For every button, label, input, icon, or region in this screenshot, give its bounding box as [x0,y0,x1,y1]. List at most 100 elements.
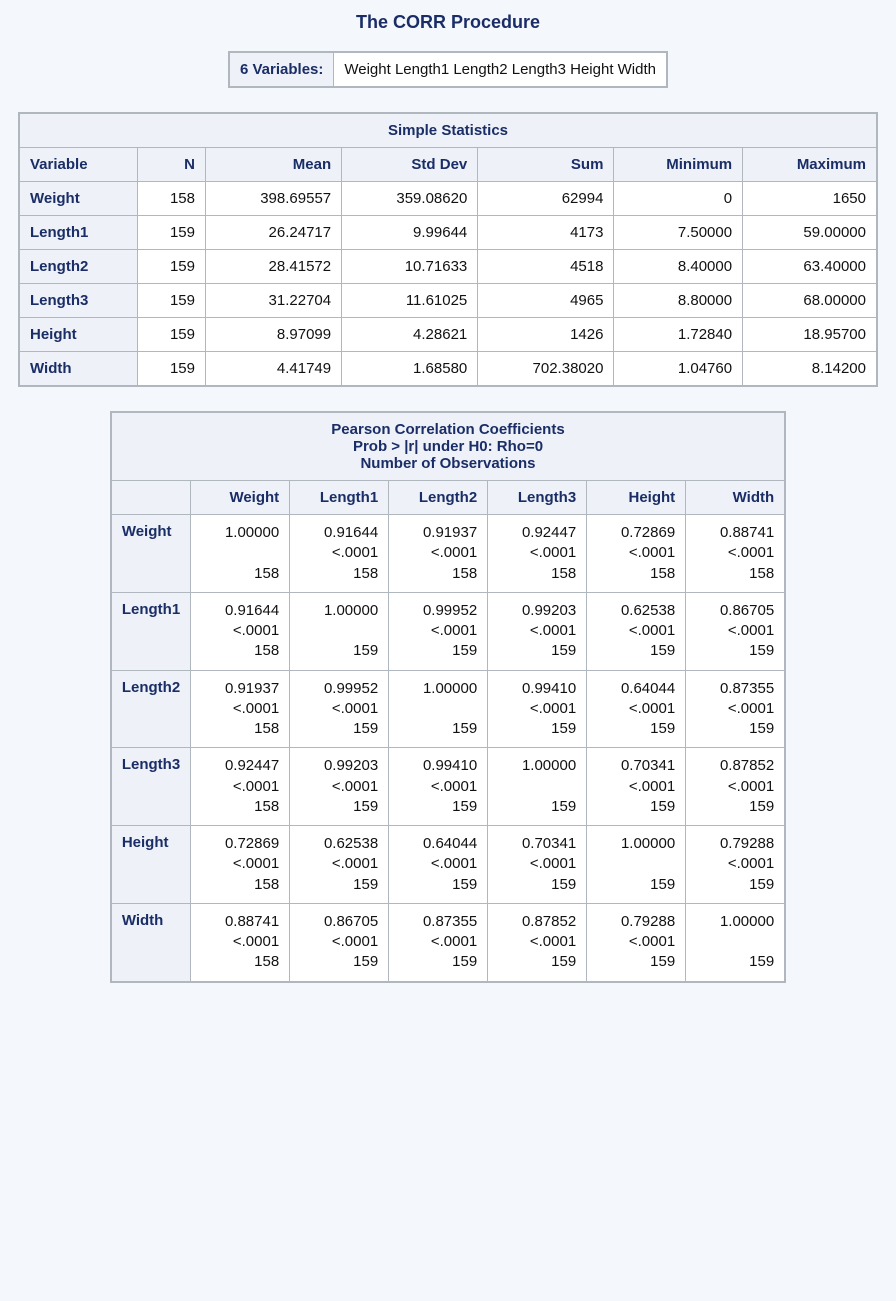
stat-value: 8.97099 [205,318,341,352]
stat-value: 4.41749 [205,352,341,387]
correlation-cell: 0.87355<.0001159 [686,670,786,748]
table-row: Weight158398.69557359.086206299401650 [19,182,877,216]
stat-value: 68.00000 [743,284,877,318]
corr-r: 1.00000 [201,523,279,543]
correlation-cell: 0.99203<.0001159 [488,592,587,670]
corr-p: <.0001 [696,621,774,641]
correlation-cell: 1.00000 159 [686,903,786,981]
procedure-title: The CORR Procedure [18,12,878,33]
corr-n: 159 [597,641,675,661]
corr-n: 159 [399,952,477,972]
stat-value: 159 [137,284,205,318]
corr-p: <.0001 [696,699,774,719]
corr-r: 0.62538 [300,834,378,854]
stat-value: 159 [137,216,205,250]
corr-n: 159 [696,952,774,972]
corr-r: 0.91937 [399,523,477,543]
stat-value: 1.04760 [614,352,743,387]
simple-statistics-col-header: Std Dev [342,148,478,182]
stat-value: 359.08620 [342,182,478,216]
stat-value: 18.95700 [743,318,877,352]
corr-n: 159 [300,875,378,895]
stat-value: 62994 [478,182,614,216]
correlation-cell: 0.62538<.0001159 [587,592,686,670]
corr-r: 0.64044 [597,679,675,699]
corr-n: 159 [696,641,774,661]
corr-n: 158 [597,564,675,584]
correlation-cell: 1.00000 158 [191,515,290,593]
correlation-cell: 0.88741<.0001158 [191,903,290,981]
stat-value: 8.40000 [614,250,743,284]
corr-p: <.0001 [597,621,675,641]
corr-r: 0.99410 [498,679,576,699]
row-variable-label: Length1 [19,216,137,250]
corr-r: 0.99952 [399,601,477,621]
corr-r: 0.91644 [300,523,378,543]
corr-p: <.0001 [696,777,774,797]
correlation-cell: 0.92447<.0001158 [191,748,290,826]
stat-value: 1426 [478,318,614,352]
correlation-row-label: Height [111,826,191,904]
correlation-caption: Pearson Correlation CoefficientsProb > |… [111,412,785,481]
corr-n: 158 [399,564,477,584]
corr-r: 0.70341 [498,834,576,854]
correlation-cell: 0.70341<.0001159 [488,826,587,904]
corr-r: 0.79288 [696,834,774,854]
stat-value: 159 [137,352,205,387]
table-row: Height0.72869<.00011580.62538<.00011590.… [111,826,785,904]
corr-n: 159 [696,875,774,895]
simple-statistics-table: Simple Statistics VariableNMeanStd DevSu… [18,112,878,387]
corr-n: 159 [498,875,576,895]
correlation-cell: 0.86705<.0001159 [290,903,389,981]
stat-value: 159 [137,318,205,352]
simple-statistics-col-header: Variable [19,148,137,182]
stat-value: 28.41572 [205,250,341,284]
table-row: Width1594.417491.68580702.380201.047608.… [19,352,877,387]
corr-p: <.0001 [498,543,576,563]
correlation-cell: 0.99952<.0001159 [389,592,488,670]
stat-value: 26.24717 [205,216,341,250]
stat-value: 1650 [743,182,877,216]
corr-r: 0.87852 [498,912,576,932]
corr-p: <.0001 [201,932,279,952]
corr-r: 1.00000 [498,756,576,776]
simple-statistics-col-header: N [137,148,205,182]
stat-value: 7.50000 [614,216,743,250]
corr-p: <.0001 [696,543,774,563]
simple-statistics-col-header: Sum [478,148,614,182]
corr-r: 0.79288 [597,912,675,932]
table-row: Width0.88741<.00011580.86705<.0001159 0.8… [111,903,785,981]
stat-value: 8.80000 [614,284,743,318]
corr-r: 0.70341 [597,756,675,776]
row-variable-label: Height [19,318,137,352]
corr-p: <.0001 [399,854,477,874]
correlation-cell: 1.00000 159 [488,748,587,826]
correlation-row-label: Length1 [111,592,191,670]
stat-value: 10.71633 [342,250,478,284]
corr-n: 159 [300,797,378,817]
variables-list: Weight Length1 Length2 Length3 Height Wi… [334,52,667,87]
correlation-cell: 0.88741<.0001158 [686,515,786,593]
correlation-cell: 0.62538<.0001159 [290,826,389,904]
corr-r: 0.99203 [300,756,378,776]
correlation-col-header: Width [686,481,786,515]
corr-n: 158 [201,875,279,895]
corr-n: 159 [399,797,477,817]
corr-n: 159 [399,641,477,661]
table-row: Weight1.00000 1580.91644<.00011580.91937… [111,515,785,593]
corr-p: <.0001 [696,854,774,874]
simple-statistics-header-row: VariableNMeanStd DevSumMinimumMaximum [19,148,877,182]
corr-p: <.0001 [300,699,378,719]
corr-r: 0.62538 [597,601,675,621]
correlation-cell: 0.91937<.0001158 [389,515,488,593]
corr-r: 0.87852 [696,756,774,776]
correlation-cell: 0.87852<.0001159 [488,903,587,981]
corr-n: 158 [201,641,279,661]
correlation-cell: 0.92447<.0001158 [488,515,587,593]
variables-label: 6 Variables: [229,52,334,87]
corr-r: 0.91644 [201,601,279,621]
correlation-row-label: Width [111,903,191,981]
corr-n: 159 [300,952,378,972]
correlation-col-header: Length1 [290,481,389,515]
table-row: Length115926.247179.9964441737.5000059.0… [19,216,877,250]
